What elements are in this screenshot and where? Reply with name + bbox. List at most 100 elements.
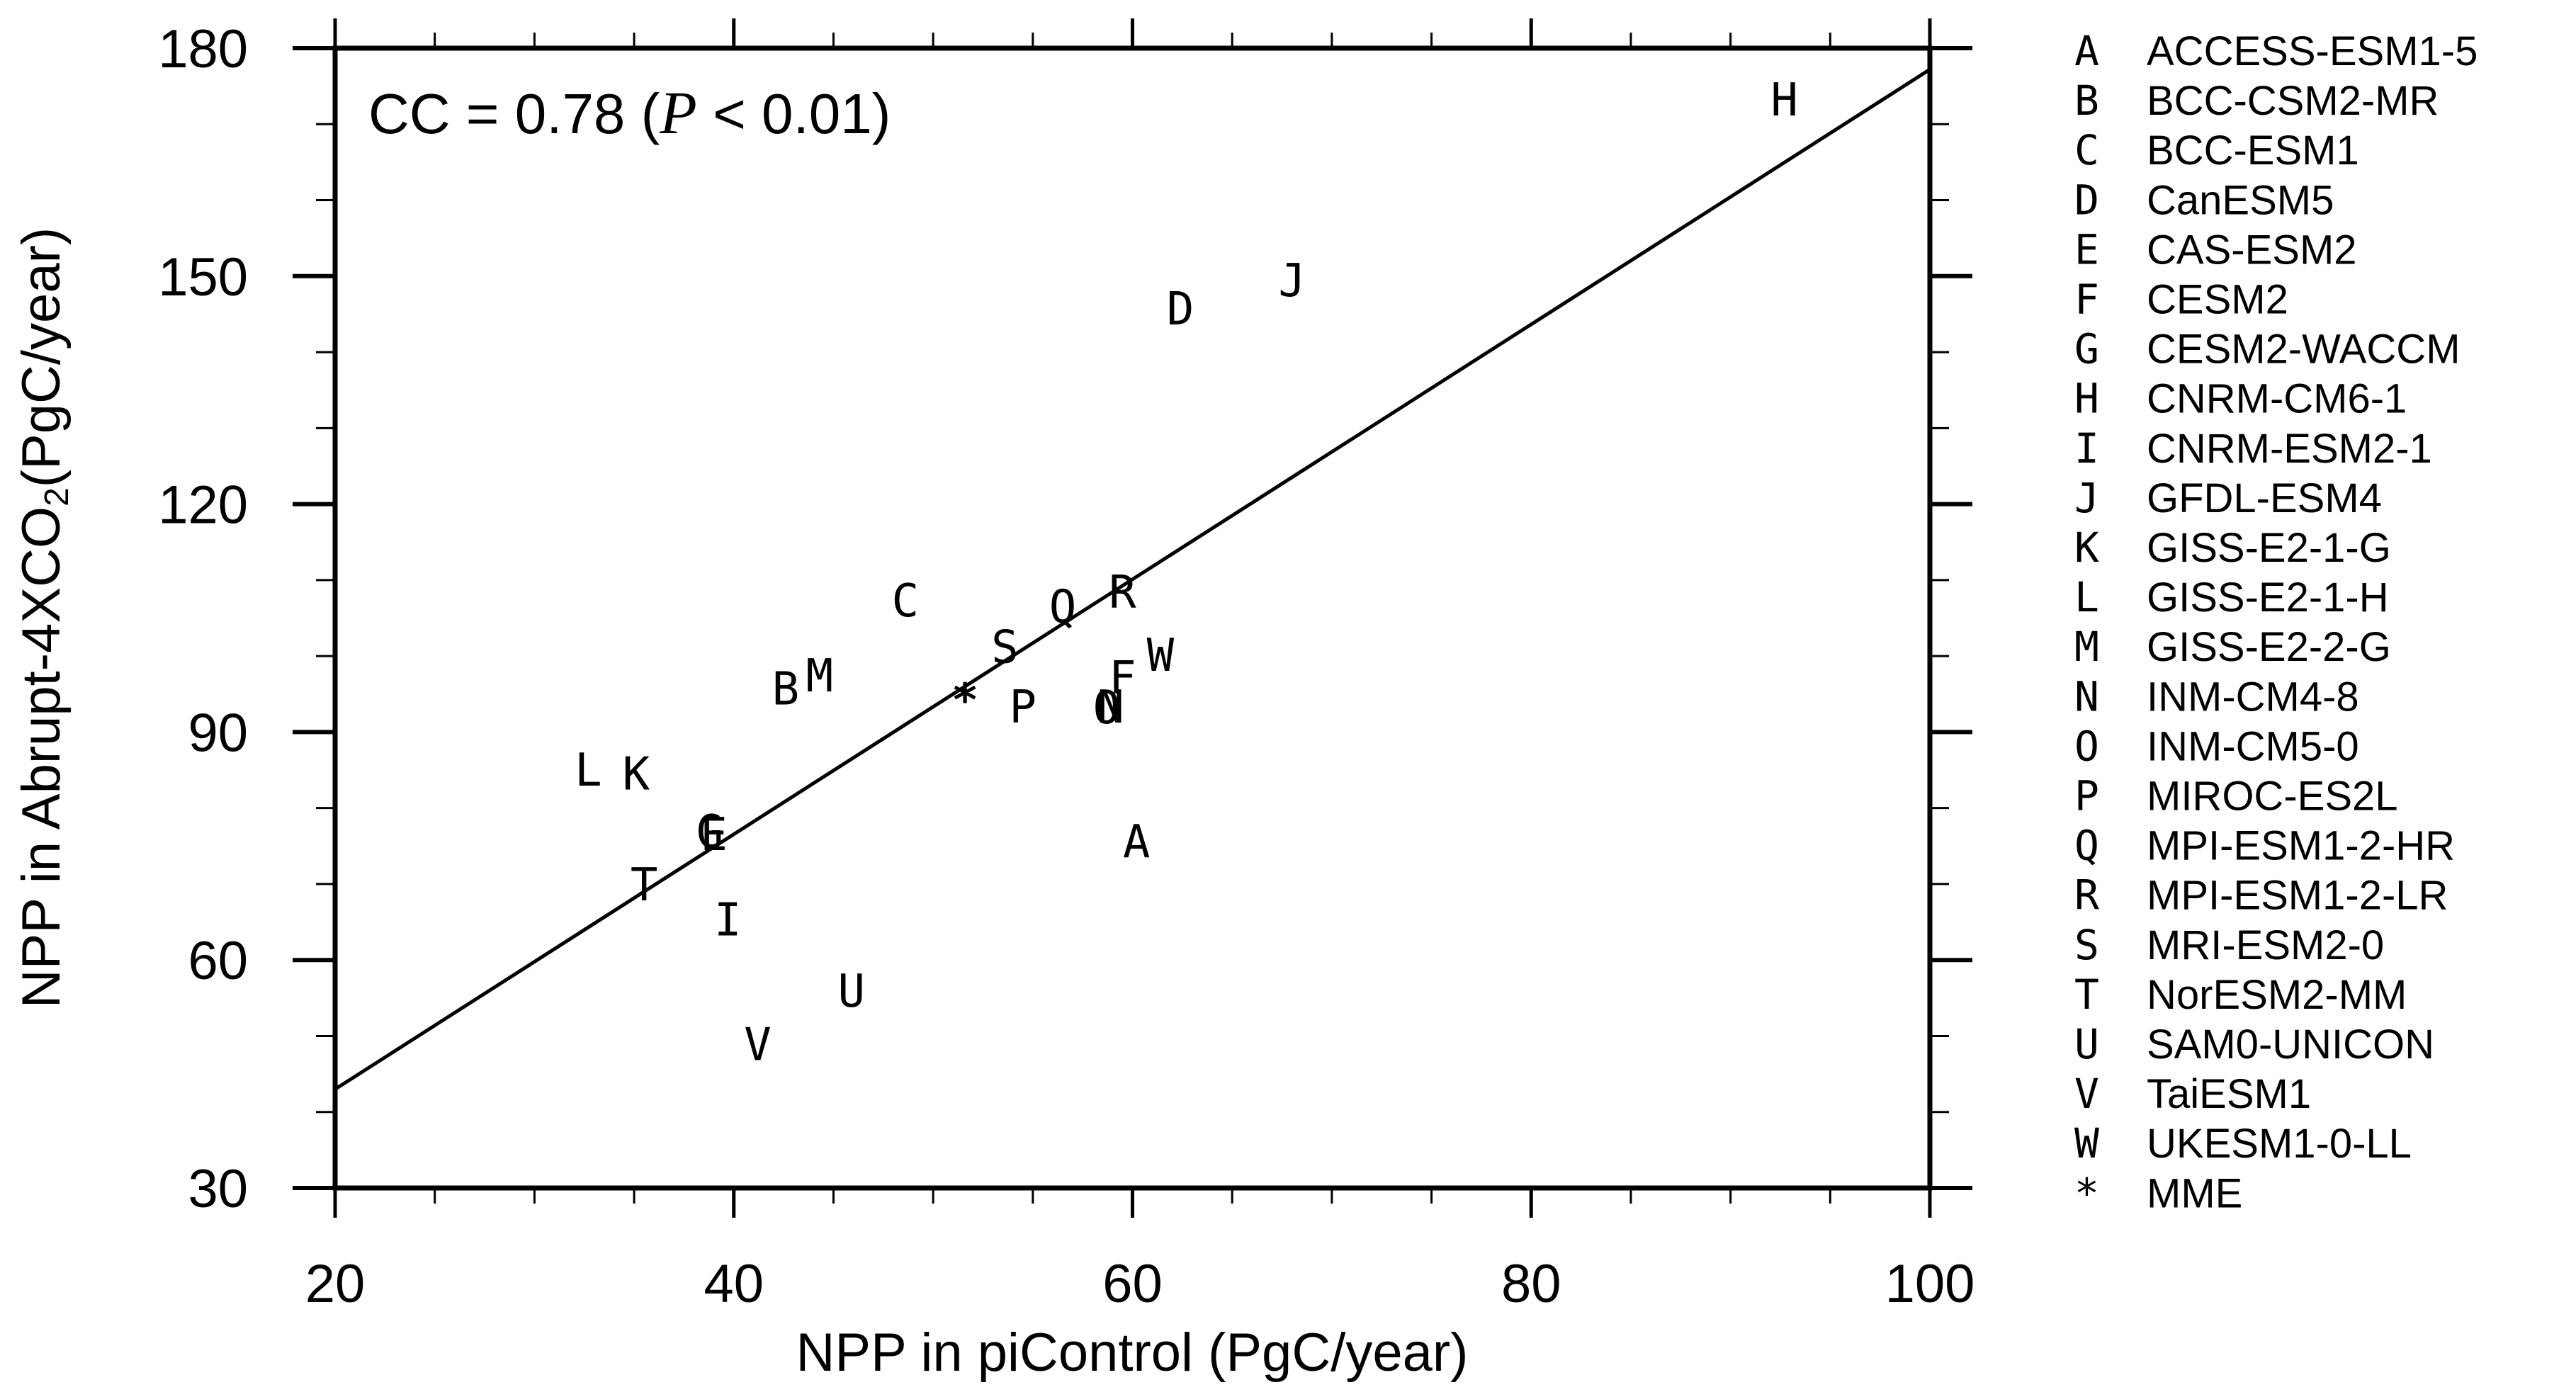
legend-symbol: U bbox=[2074, 1020, 2099, 1068]
legend-label: MME bbox=[2147, 1170, 2242, 1216]
legend-symbol: J bbox=[2074, 474, 2099, 522]
point-marker-q: Q bbox=[1049, 581, 1077, 633]
point-marker-v: V bbox=[744, 1019, 772, 1071]
correlation-annotation: CC = 0.78 (P < 0.01) bbox=[368, 79, 891, 147]
legend-item: F CESM2 bbox=[2074, 276, 2288, 324]
point-marker-d: D bbox=[1167, 283, 1194, 336]
point-marker-t: T bbox=[631, 859, 658, 912]
legend-item: B BCC-CSM2-MR bbox=[2074, 77, 2439, 125]
legend-label: UKESM1-0-LL bbox=[2147, 1121, 2412, 1167]
legend-label: CNRM-ESM2-1 bbox=[2147, 426, 2432, 472]
legend-symbol: W bbox=[2074, 1119, 2099, 1167]
legend-label: MPI-ESM1-2-HR bbox=[2147, 823, 2455, 869]
annotation-prefix: CC = 0.78 ( bbox=[368, 82, 660, 145]
legend-item: G CESM2-WACCM bbox=[2074, 325, 2461, 373]
legend-label: TaiESM1 bbox=[2147, 1071, 2311, 1117]
legend-symbol: C bbox=[2074, 126, 2099, 174]
regression-line bbox=[334, 67, 1931, 1091]
legend-item: K GISS-E2-1-G bbox=[2074, 524, 2391, 572]
point-marker-j: J bbox=[1278, 255, 1306, 307]
point-marker-o: O bbox=[1093, 682, 1121, 735]
legend-item: P MIROC-ES2L bbox=[2074, 772, 2398, 820]
legend-label: CESM2-WACCM bbox=[2147, 327, 2461, 373]
legend-symbol: N bbox=[2074, 672, 2099, 720]
legend-item: O INM-CM5-0 bbox=[2074, 722, 2359, 770]
legend-symbol: L bbox=[2074, 573, 2099, 621]
point-marker-n: N bbox=[1097, 681, 1124, 734]
x-axis-ticks bbox=[333, 18, 1932, 1218]
legend-item: * MME bbox=[2074, 1169, 2242, 1217]
legend-item: I CNRM-ESM2-1 bbox=[2074, 424, 2432, 473]
point-marker-e: E bbox=[700, 809, 728, 861]
legend-label: MRI-ESM2-0 bbox=[2147, 922, 2384, 968]
legend-symbol: M bbox=[2074, 623, 2099, 671]
legend-item: R MPI-ESM1-2-LR bbox=[2074, 871, 2448, 919]
point-marker-a: A bbox=[1123, 816, 1151, 868]
point-marker-r: R bbox=[1109, 567, 1136, 619]
legend-symbol: F bbox=[2074, 276, 2099, 324]
legend-label: CESM2 bbox=[2147, 277, 2288, 323]
annotation-suffix: < 0.01) bbox=[697, 82, 891, 145]
legend-symbol: I bbox=[2074, 424, 2099, 473]
legend-symbol: K bbox=[2074, 524, 2099, 572]
legend-symbol: B bbox=[2074, 77, 2099, 125]
legend-item: H CNRM-CM6-1 bbox=[2074, 375, 2407, 423]
point-marker-c: C bbox=[891, 575, 919, 628]
point-marker-i: I bbox=[714, 894, 742, 946]
legend-label: GISS-E2-1-H bbox=[2147, 575, 2389, 621]
legend-item: T NorESM2-MM bbox=[2074, 971, 2407, 1019]
legend-label: MPI-ESM1-2-LR bbox=[2147, 873, 2448, 919]
legend-label: BCC-ESM1 bbox=[2147, 128, 2359, 174]
point-marker-s: S bbox=[991, 621, 1019, 674]
x-tick-label: 100 bbox=[1885, 1254, 1975, 1314]
legend-label: GISS-E2-2-G bbox=[2147, 624, 2391, 670]
legend-item: U SAM0-UNICON bbox=[2074, 1020, 2434, 1068]
point-marker-u: U bbox=[837, 966, 865, 1018]
x-tick-label: 80 bbox=[1501, 1254, 1561, 1314]
y-axis-title-subscript: 2 bbox=[38, 487, 76, 507]
y-axis-title-main: NPP in Abrupt-4XCO bbox=[11, 507, 72, 1008]
y-axis-title-tail: (PgC/year) bbox=[11, 227, 72, 487]
legend-symbol: T bbox=[2074, 971, 2099, 1019]
y-tick-label: 150 bbox=[158, 247, 248, 307]
y-axis-ticks bbox=[293, 46, 1972, 1190]
x-axis-title: NPP in piControl (PgC/year) bbox=[796, 1323, 1469, 1383]
legend-item: A ACCESS-ESM1-5 bbox=[2074, 27, 2478, 75]
legend-label: MIROC-ES2L bbox=[2147, 774, 2398, 820]
legend-symbol: R bbox=[2074, 871, 2099, 919]
legend-label: INM-CM4-8 bbox=[2147, 674, 2359, 720]
legend: A ACCESS-ESM1-5 B BCC-CSM2-MR C BCC-ESM1 D CanE… bbox=[2074, 27, 2478, 1217]
legend-label: CanESM5 bbox=[2147, 177, 2334, 223]
y-tick-label: 180 bbox=[158, 19, 248, 79]
legend-item: N INM-CM4-8 bbox=[2074, 672, 2359, 720]
legend-symbol: H bbox=[2074, 375, 2099, 423]
legend-item: W UKESM1-0-LL bbox=[2074, 1119, 2412, 1167]
y-tick-label: 60 bbox=[188, 931, 248, 991]
regression-line-path bbox=[334, 67, 1931, 1091]
legend-item: E CAS-ESM2 bbox=[2074, 225, 2357, 273]
x-axis-tick-labels: 20 40 60 80 100 bbox=[305, 1254, 1975, 1314]
point-marker-g: G bbox=[696, 806, 724, 859]
legend-symbol: E bbox=[2074, 225, 2099, 273]
point-marker-f: F bbox=[1109, 652, 1136, 705]
legend-star-symbol: * bbox=[2074, 1169, 2099, 1217]
legend-symbol: G bbox=[2074, 325, 2099, 373]
legend-label: NorESM2-MM bbox=[2147, 972, 2407, 1018]
legend-label: BCC-CSM2-MR bbox=[2147, 78, 2439, 124]
point-marker-k: K bbox=[623, 748, 650, 800]
legend-symbol: S bbox=[2074, 921, 2099, 969]
legend-label: GISS-E2-1-G bbox=[2147, 525, 2391, 571]
legend-label: GFDL-ESM4 bbox=[2147, 475, 2382, 521]
point-marker-p: P bbox=[1009, 681, 1036, 734]
legend-item: Q MPI-ESM1-2-HR bbox=[2074, 822, 2455, 870]
mme-star-marker: * bbox=[951, 675, 979, 728]
legend-label: SAM0-UNICON bbox=[2147, 1022, 2434, 1068]
y-tick-label: 90 bbox=[188, 703, 248, 763]
y-axis-title: NPP in Abrupt-4XCO2(PgC/year) bbox=[11, 227, 76, 1008]
x-tick-label: 40 bbox=[704, 1254, 764, 1314]
point-marker-h: H bbox=[1770, 74, 1798, 127]
annotation-p-symbol: P bbox=[659, 79, 697, 147]
legend-label: ACCESS-ESM1-5 bbox=[2147, 28, 2478, 74]
